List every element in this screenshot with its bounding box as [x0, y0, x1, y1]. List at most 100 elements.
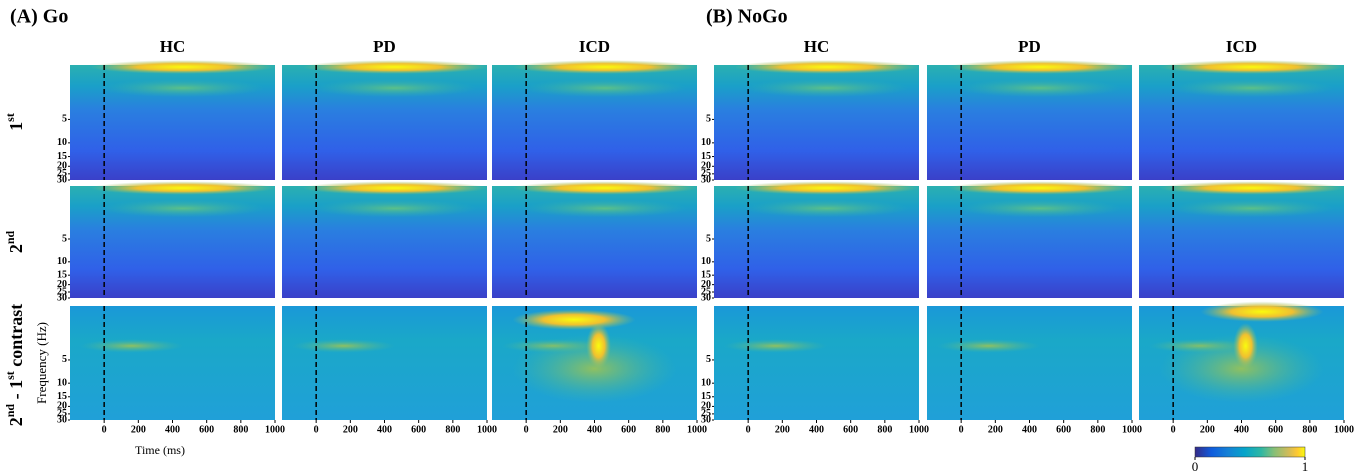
- x-tick-label: 800: [233, 424, 248, 435]
- x-tick-label: 800: [445, 424, 460, 435]
- x-tick-label: 0: [102, 424, 107, 435]
- heatmap-band: [522, 199, 687, 218]
- y-tick-label: 20: [701, 161, 711, 172]
- y-tick-label: 15: [57, 269, 67, 280]
- x-tick-label: 600: [843, 424, 858, 435]
- group-header: PD: [1018, 37, 1041, 56]
- heatmap-peak: [1159, 60, 1344, 74]
- heatmap: [714, 306, 919, 420]
- y-tick-label: 25: [701, 286, 711, 297]
- group-header: PD: [373, 37, 396, 56]
- x-tick-label: 600: [621, 424, 636, 435]
- y-tick-label: 20: [57, 401, 67, 412]
- heatmap-band: [522, 78, 687, 98]
- x-tick-label: 1000: [1334, 424, 1354, 435]
- heatmap-band: [957, 78, 1122, 98]
- heatmap: [282, 306, 487, 420]
- row-label-part: 1: [6, 122, 26, 131]
- heatmap: [927, 306, 1132, 420]
- y-tick-label: 15: [57, 391, 67, 402]
- y-tick-label: 25: [57, 168, 67, 179]
- y-tick-label: 15: [701, 391, 711, 402]
- heatmap-band: [100, 78, 265, 98]
- row-label-part: 2: [6, 244, 26, 253]
- x-tick-label: 0: [524, 424, 529, 435]
- y-tick-label: 25: [57, 286, 67, 297]
- x-tick-label: 200: [553, 424, 568, 435]
- x-tick-label: 0: [314, 424, 319, 435]
- x-tick-label: 0: [746, 424, 751, 435]
- x-tick-label: 1000: [477, 424, 497, 435]
- heatmap-peak: [1159, 181, 1344, 195]
- group-header: ICD: [579, 37, 610, 56]
- x-tick-label: 400: [809, 424, 824, 435]
- row-label-part: - 1: [6, 380, 26, 404]
- group-header: ICD: [1226, 37, 1257, 56]
- x-tick-label: 800: [1090, 424, 1105, 435]
- heatmap-band: [1169, 78, 1334, 98]
- y-tick-label: 30: [701, 292, 711, 303]
- heatmap-band: [100, 199, 265, 218]
- group-header: HC: [160, 37, 186, 56]
- row-label-part: nd: [3, 404, 17, 418]
- heatmap-band: [312, 78, 477, 98]
- heatmap-peak: [947, 181, 1132, 195]
- x-tick-label: 200: [988, 424, 1003, 435]
- y-tick-label: 20: [701, 401, 711, 412]
- y-tick-label: 30: [57, 174, 67, 185]
- x-tick-label: 0: [959, 424, 964, 435]
- x-tick-label: 1000: [909, 424, 929, 435]
- heatmap-peak: [302, 181, 487, 195]
- group-header: HC: [804, 37, 830, 56]
- y-tick-label: 25: [701, 408, 711, 419]
- heatmap-peak: [90, 181, 275, 195]
- x-tick-label: 1000: [265, 424, 285, 435]
- colorbar: [1194, 446, 1306, 458]
- heatmap-peak: [90, 60, 275, 74]
- heatmap-peak: [1233, 323, 1258, 369]
- row-label: 2nd: [3, 231, 26, 254]
- row-label-part: st: [3, 371, 17, 380]
- heatmap-band: [957, 199, 1122, 218]
- y-tick-label: 30: [57, 292, 67, 303]
- panel-title: (B) NoGo: [706, 6, 788, 28]
- row-label: 2nd - 1st contrast: [3, 304, 26, 427]
- heatmap-peak: [512, 181, 697, 195]
- x-tick-label: 400: [165, 424, 180, 435]
- x-tick-label: 400: [587, 424, 602, 435]
- x-tick-label: 0: [1171, 424, 1176, 435]
- colorbar-tick-label: 0: [1192, 459, 1199, 474]
- y-tick-label: 10: [701, 377, 711, 388]
- heatmap-peak: [947, 60, 1132, 74]
- x-axis-label: Time (ms): [135, 443, 185, 457]
- y-tick-label: 10: [701, 137, 711, 148]
- heatmap-peak: [302, 60, 487, 74]
- x-tick-label: 1000: [687, 424, 707, 435]
- y-tick-label: 15: [701, 151, 711, 162]
- heatmap-band: [744, 199, 909, 218]
- y-tick-label: 15: [701, 269, 711, 280]
- y-tick-label: 20: [57, 161, 67, 172]
- y-axis-label: Frequency (Hz): [34, 322, 49, 404]
- heatmap-peak: [1200, 301, 1324, 322]
- y-tick-label: 5: [62, 233, 67, 244]
- y-tick-label: 20: [701, 279, 711, 290]
- y-tick-label: 5: [706, 114, 711, 125]
- heatmap-band: [744, 78, 909, 98]
- heatmap-peak: [734, 60, 919, 74]
- y-tick-label: 10: [57, 377, 67, 388]
- heatmap-peak: [586, 323, 611, 369]
- row-label-part: 2: [6, 417, 26, 426]
- x-tick-label: 400: [377, 424, 392, 435]
- x-tick-label: 600: [1268, 424, 1283, 435]
- y-tick-label: 5: [706, 233, 711, 244]
- x-tick-label: 400: [1022, 424, 1037, 435]
- y-tick-label: 5: [62, 354, 67, 365]
- heatmap-band: [1169, 199, 1334, 218]
- heatmap-blob: [512, 334, 677, 403]
- x-tick-label: 1000: [1122, 424, 1142, 435]
- x-tick-label: 200: [775, 424, 790, 435]
- x-tick-label: 600: [1056, 424, 1071, 435]
- x-tick-label: 200: [1200, 424, 1215, 435]
- heatmap-peak: [734, 181, 919, 195]
